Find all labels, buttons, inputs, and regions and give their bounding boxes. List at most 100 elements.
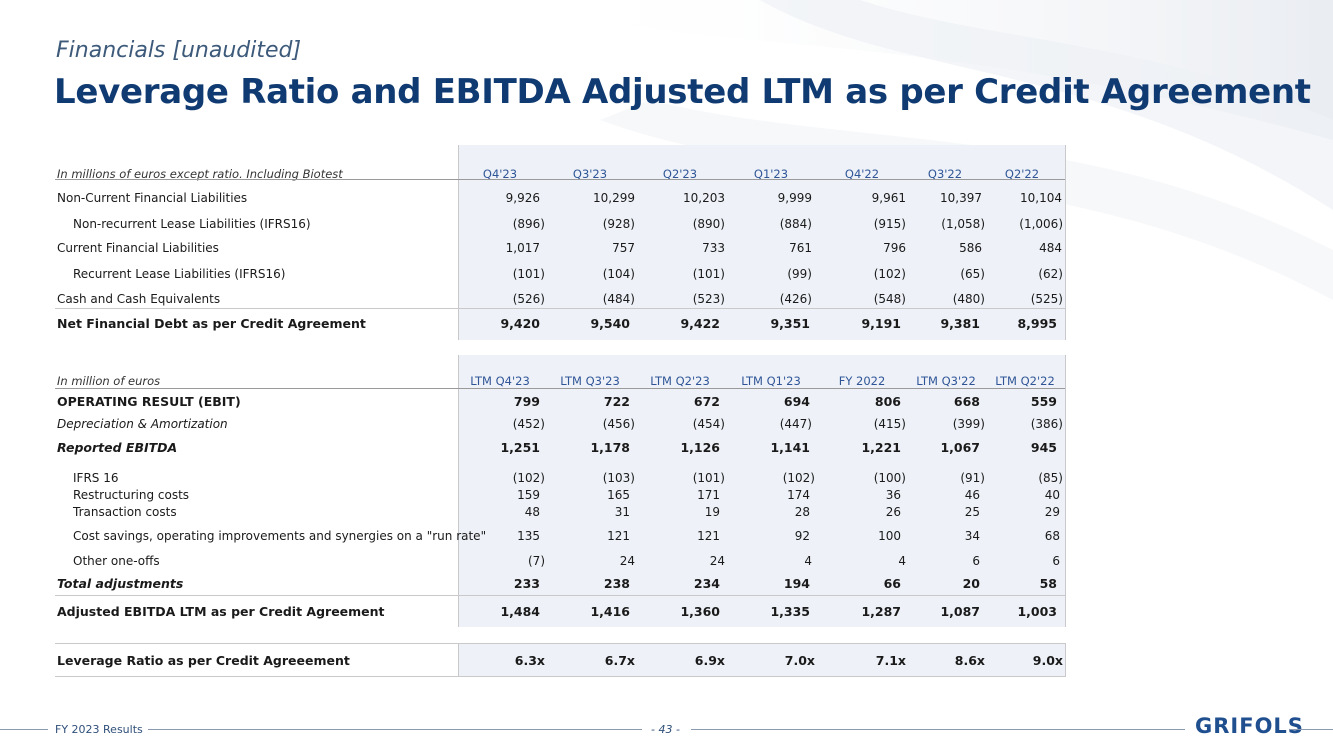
column-header: LTM Q3'22 bbox=[916, 374, 976, 388]
cell: 1,360 bbox=[680, 604, 720, 619]
cell: (525) bbox=[1030, 292, 1063, 306]
cell: 58 bbox=[1039, 576, 1057, 591]
cell: 10,203 bbox=[683, 191, 725, 205]
cell: 9,351 bbox=[770, 316, 810, 331]
table-caption: In million of euros bbox=[57, 374, 161, 388]
cell: (456) bbox=[602, 417, 635, 431]
row-label: OPERATING RESULT (EBIT) bbox=[57, 394, 241, 409]
cell: 194 bbox=[783, 576, 810, 591]
cell: 100 bbox=[878, 529, 901, 543]
cell: (99) bbox=[787, 267, 812, 281]
cell: (102) bbox=[873, 267, 906, 281]
cell: (915) bbox=[873, 217, 906, 231]
cell: 1,017 bbox=[505, 241, 540, 255]
cell: 46 bbox=[964, 488, 980, 502]
footer-divider bbox=[0, 729, 48, 730]
column-header: Q4'22 bbox=[844, 167, 880, 181]
cell: 6 bbox=[972, 554, 980, 568]
cell: (102) bbox=[512, 471, 545, 485]
leverage-ratio-table: Leverage Ratio as per Credit Agreeement … bbox=[55, 643, 1066, 677]
cell: 586 bbox=[959, 241, 982, 255]
row-label: Non-recurrent Lease Liabilities (IFRS16) bbox=[73, 217, 311, 231]
cell: 1,287 bbox=[861, 604, 901, 619]
cell: 722 bbox=[603, 394, 630, 409]
footer-divider bbox=[148, 729, 642, 730]
cell: 233 bbox=[513, 576, 540, 591]
column-header: LTM Q4'23 bbox=[470, 374, 530, 388]
cell: (415) bbox=[873, 417, 906, 431]
cell: 10,104 bbox=[1020, 191, 1062, 205]
cell: 9,381 bbox=[940, 316, 980, 331]
row-label: Recurrent Lease Liabilities (IFRS16) bbox=[73, 267, 286, 281]
cell: 6.9x bbox=[694, 653, 725, 668]
row-label: IFRS 16 bbox=[73, 471, 119, 485]
cell: 945 bbox=[1030, 440, 1057, 455]
column-header: Q2'22 bbox=[1004, 167, 1040, 181]
row-label: Reported EBITDA bbox=[57, 440, 178, 455]
cell: 20 bbox=[962, 576, 980, 591]
cell: 29 bbox=[1044, 505, 1060, 519]
cell: 1,484 bbox=[500, 604, 540, 619]
cell: (480) bbox=[952, 292, 985, 306]
table-row: Cash and Cash Equivalents (526) (484) (5… bbox=[55, 292, 1065, 312]
cell: 1,126 bbox=[680, 440, 720, 455]
table-row: Leverage Ratio as per Credit Agreeement … bbox=[55, 653, 1065, 673]
cell: 10,299 bbox=[593, 191, 635, 205]
table-row: Total adjustments 233 238 234 194 66 20 … bbox=[55, 576, 1065, 596]
cell: 484 bbox=[1039, 241, 1062, 255]
cell: (91) bbox=[960, 471, 985, 485]
cell: 6.7x bbox=[604, 653, 635, 668]
table-caption: In millions of euros except ratio. Inclu… bbox=[57, 167, 343, 181]
cell: 1,178 bbox=[590, 440, 630, 455]
cell: (454) bbox=[692, 417, 725, 431]
cell: (447) bbox=[779, 417, 812, 431]
cell: 171 bbox=[697, 488, 720, 502]
cell: (1,006) bbox=[1019, 217, 1063, 231]
column-header: Q4'23 bbox=[482, 167, 518, 181]
cell: 7.1x bbox=[875, 653, 906, 668]
cell: 159 bbox=[517, 488, 540, 502]
row-label: Net Financial Debt as per Credit Agreeme… bbox=[57, 316, 366, 331]
column-header: LTM Q2'23 bbox=[650, 374, 710, 388]
cell: 1,087 bbox=[940, 604, 980, 619]
cell: 4 bbox=[898, 554, 906, 568]
column-header: Q2'23 bbox=[662, 167, 698, 181]
cell: 6 bbox=[1052, 554, 1060, 568]
table-row: Cost savings, operating improvements and… bbox=[55, 529, 1065, 549]
row-label: Depreciation & Amortization bbox=[57, 417, 228, 431]
cell: (65) bbox=[960, 267, 985, 281]
cell: 9,926 bbox=[505, 191, 540, 205]
cell: 672 bbox=[693, 394, 720, 409]
cell: 7.0x bbox=[784, 653, 815, 668]
net-debt-table: In millions of euros except ratio. Inclu… bbox=[55, 145, 1066, 340]
cell: 1,003 bbox=[1017, 604, 1057, 619]
table-row: Transaction costs 48 31 19 28 26 25 29 bbox=[55, 505, 1065, 525]
table-row: Net Financial Debt as per Credit Agreeme… bbox=[55, 316, 1065, 336]
cell: (452) bbox=[512, 417, 545, 431]
page-subtitle: Financials [unaudited] bbox=[56, 38, 302, 63]
cell: 9,191 bbox=[861, 316, 901, 331]
cell: 9.0x bbox=[1032, 653, 1063, 668]
cell: 34 bbox=[964, 529, 980, 543]
row-label: Non-Current Financial Liabilities bbox=[57, 191, 248, 205]
cell: 68 bbox=[1044, 529, 1060, 543]
cell: 24 bbox=[619, 554, 635, 568]
footer-label: FY 2023 Results bbox=[55, 723, 143, 736]
cell: 9,961 bbox=[871, 191, 906, 205]
cell: 234 bbox=[693, 576, 720, 591]
cell: 1,141 bbox=[770, 440, 810, 455]
column-header: Q3'23 bbox=[572, 167, 608, 181]
table-row: Other one-offs (7) 24 24 4 4 6 6 bbox=[55, 554, 1065, 574]
table-row: Reported EBITDA 1,251 1,178 1,126 1,141 … bbox=[55, 440, 1065, 460]
column-header: FY 2022 bbox=[838, 374, 886, 388]
footer-divider bbox=[1290, 729, 1333, 730]
column-header: LTM Q1'23 bbox=[741, 374, 801, 388]
cell: (884) bbox=[779, 217, 812, 231]
cell: 40 bbox=[1044, 488, 1060, 502]
row-label: Cost savings, operating improvements and… bbox=[73, 529, 487, 543]
cell: 19 bbox=[704, 505, 720, 519]
cell: 668 bbox=[953, 394, 980, 409]
cell: (896) bbox=[512, 217, 545, 231]
cell: 6.3x bbox=[514, 653, 545, 668]
table-header: In millions of euros except ratio. Inclu… bbox=[55, 167, 1065, 187]
